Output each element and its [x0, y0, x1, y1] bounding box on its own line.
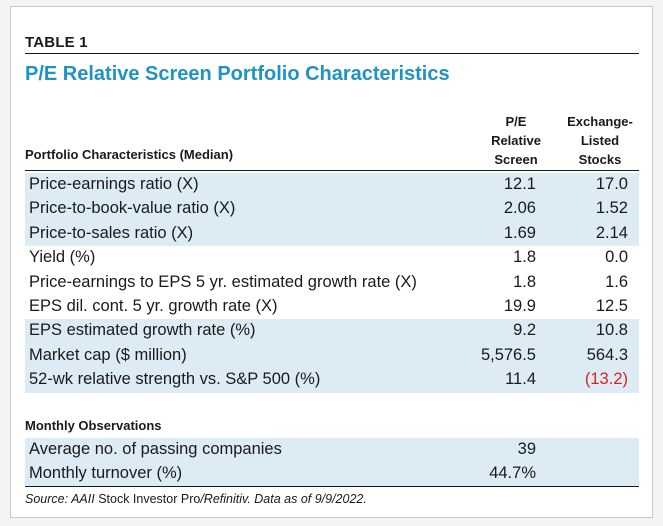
- header-col2-line1: Exchange-: [567, 114, 633, 129]
- pe-relative-value: 1.8: [513, 248, 536, 267]
- exchange-listed-value: 17.0: [595, 175, 628, 193]
- header-portfolio-characteristics: Portfolio Characteristics (Median): [25, 147, 234, 162]
- exchange-listed-value: 10.8: [595, 321, 628, 340]
- row-label: 52-wk relative strength vs. S&P 500 (%): [29, 370, 321, 389]
- table-row: Price-earnings ratio (X) 12.1 17.0: [25, 173, 639, 198]
- row-label: Monthly turnover (%): [29, 464, 183, 483]
- top-divider: [25, 53, 639, 54]
- pe-relative-value: 39: [517, 440, 536, 458]
- exchange-listed-value: 564.3: [586, 345, 628, 364]
- row-label: Price-earnings to EPS 5 yr. estimated gr…: [29, 272, 417, 291]
- pe-relative-value: 11.4: [505, 370, 536, 389]
- exchange-listed-value: 12.5: [595, 296, 628, 315]
- pe-relative-value: 9.2: [513, 321, 536, 340]
- table-card: TABLE 1 P/E Relative Screen Portfolio Ch…: [10, 6, 653, 518]
- row-label: Average no. of passing companies: [29, 440, 282, 458]
- table-title: P/E Relative Screen Portfolio Characteri…: [25, 63, 450, 85]
- header-col1-line2: Relative: [491, 133, 541, 148]
- exchange-listed-value: 2.14: [595, 223, 628, 242]
- pe-relative-value: 12.1: [503, 175, 536, 193]
- table-row: EPS dil. cont. 5 yr. growth rate (X) 19.…: [25, 295, 639, 319]
- monthly-rows: Average no. of passing companies 39 Mont…: [25, 438, 639, 487]
- header-col1-line3: Screen: [494, 152, 538, 167]
- source-prefix: Source: AAII: [25, 492, 99, 506]
- header-divider: [25, 170, 639, 171]
- table-row: EPS estimated growth rate (%) 9.2 10.8: [25, 319, 639, 344]
- header-col2-line2: Listed: [580, 133, 620, 148]
- pe-relative-value: 44.7%: [489, 464, 536, 483]
- table-row: 52-wk relative strength vs. S&P 500 (%) …: [25, 368, 639, 393]
- source-product: Stock Investor Pro: [98, 492, 201, 506]
- exchange-listed-value: 0.0: [605, 248, 628, 267]
- row-label: EPS dil. cont. 5 yr. growth rate (X): [29, 296, 278, 315]
- row-label: Price-earnings ratio (X): [29, 175, 199, 193]
- row-label: EPS estimated growth rate (%): [29, 321, 256, 340]
- table-row: Price-earnings to EPS 5 yr. estimated gr…: [25, 271, 639, 295]
- characteristics-rows: Price-earnings ratio (X) 12.1 17.0 Price…: [25, 173, 639, 393]
- table-row: Average no. of passing companies 39: [25, 438, 639, 463]
- bottom-divider: [25, 486, 639, 487]
- table-row: Yield (%) 1.8 0.0: [25, 246, 639, 270]
- exchange-listed-value: 1.6: [605, 272, 628, 291]
- row-label: Yield (%): [29, 248, 96, 267]
- pe-relative-value: 1.8: [513, 272, 536, 291]
- table-row: Market cap ($ million) 5,576.5 564.3: [25, 343, 639, 369]
- pe-relative-value: 2.06: [503, 199, 536, 218]
- pe-relative-value: 19.9: [503, 296, 536, 315]
- row-label: Price-to-book-value ratio (X): [29, 199, 236, 218]
- table-row: Price-to-book-value ratio (X) 2.06 1.52: [25, 197, 639, 222]
- table-label: TABLE 1: [25, 34, 88, 51]
- header-col1-line1: P/E: [505, 114, 527, 129]
- pe-relative-value: 5,576.5: [480, 345, 536, 364]
- header-pe-relative-screen: P/E Relative Screen: [481, 112, 551, 169]
- exchange-listed-value: 1.52: [595, 199, 628, 218]
- monthly-observations-header: Monthly Observations: [25, 418, 162, 433]
- header-exchange-listed-stocks: Exchange- Listed Stocks: [559, 112, 641, 169]
- row-label: Price-to-sales ratio (X): [29, 223, 194, 242]
- exchange-listed-value: (13.2): [584, 370, 628, 389]
- row-label: Market cap ($ million): [29, 345, 187, 364]
- table-row: Monthly turnover (%) 44.7%: [25, 462, 639, 487]
- source-suffix: /Refinitiv. Data as of 9/9/2022.: [200, 492, 367, 506]
- table-row: Price-to-sales ratio (X) 1.69 2.14: [25, 221, 639, 247]
- pe-relative-value: 1.69: [503, 223, 536, 242]
- source-note: Source: AAII Stock Investor Pro/Refiniti…: [25, 492, 367, 506]
- header-col2-line3: Stocks: [578, 152, 622, 167]
